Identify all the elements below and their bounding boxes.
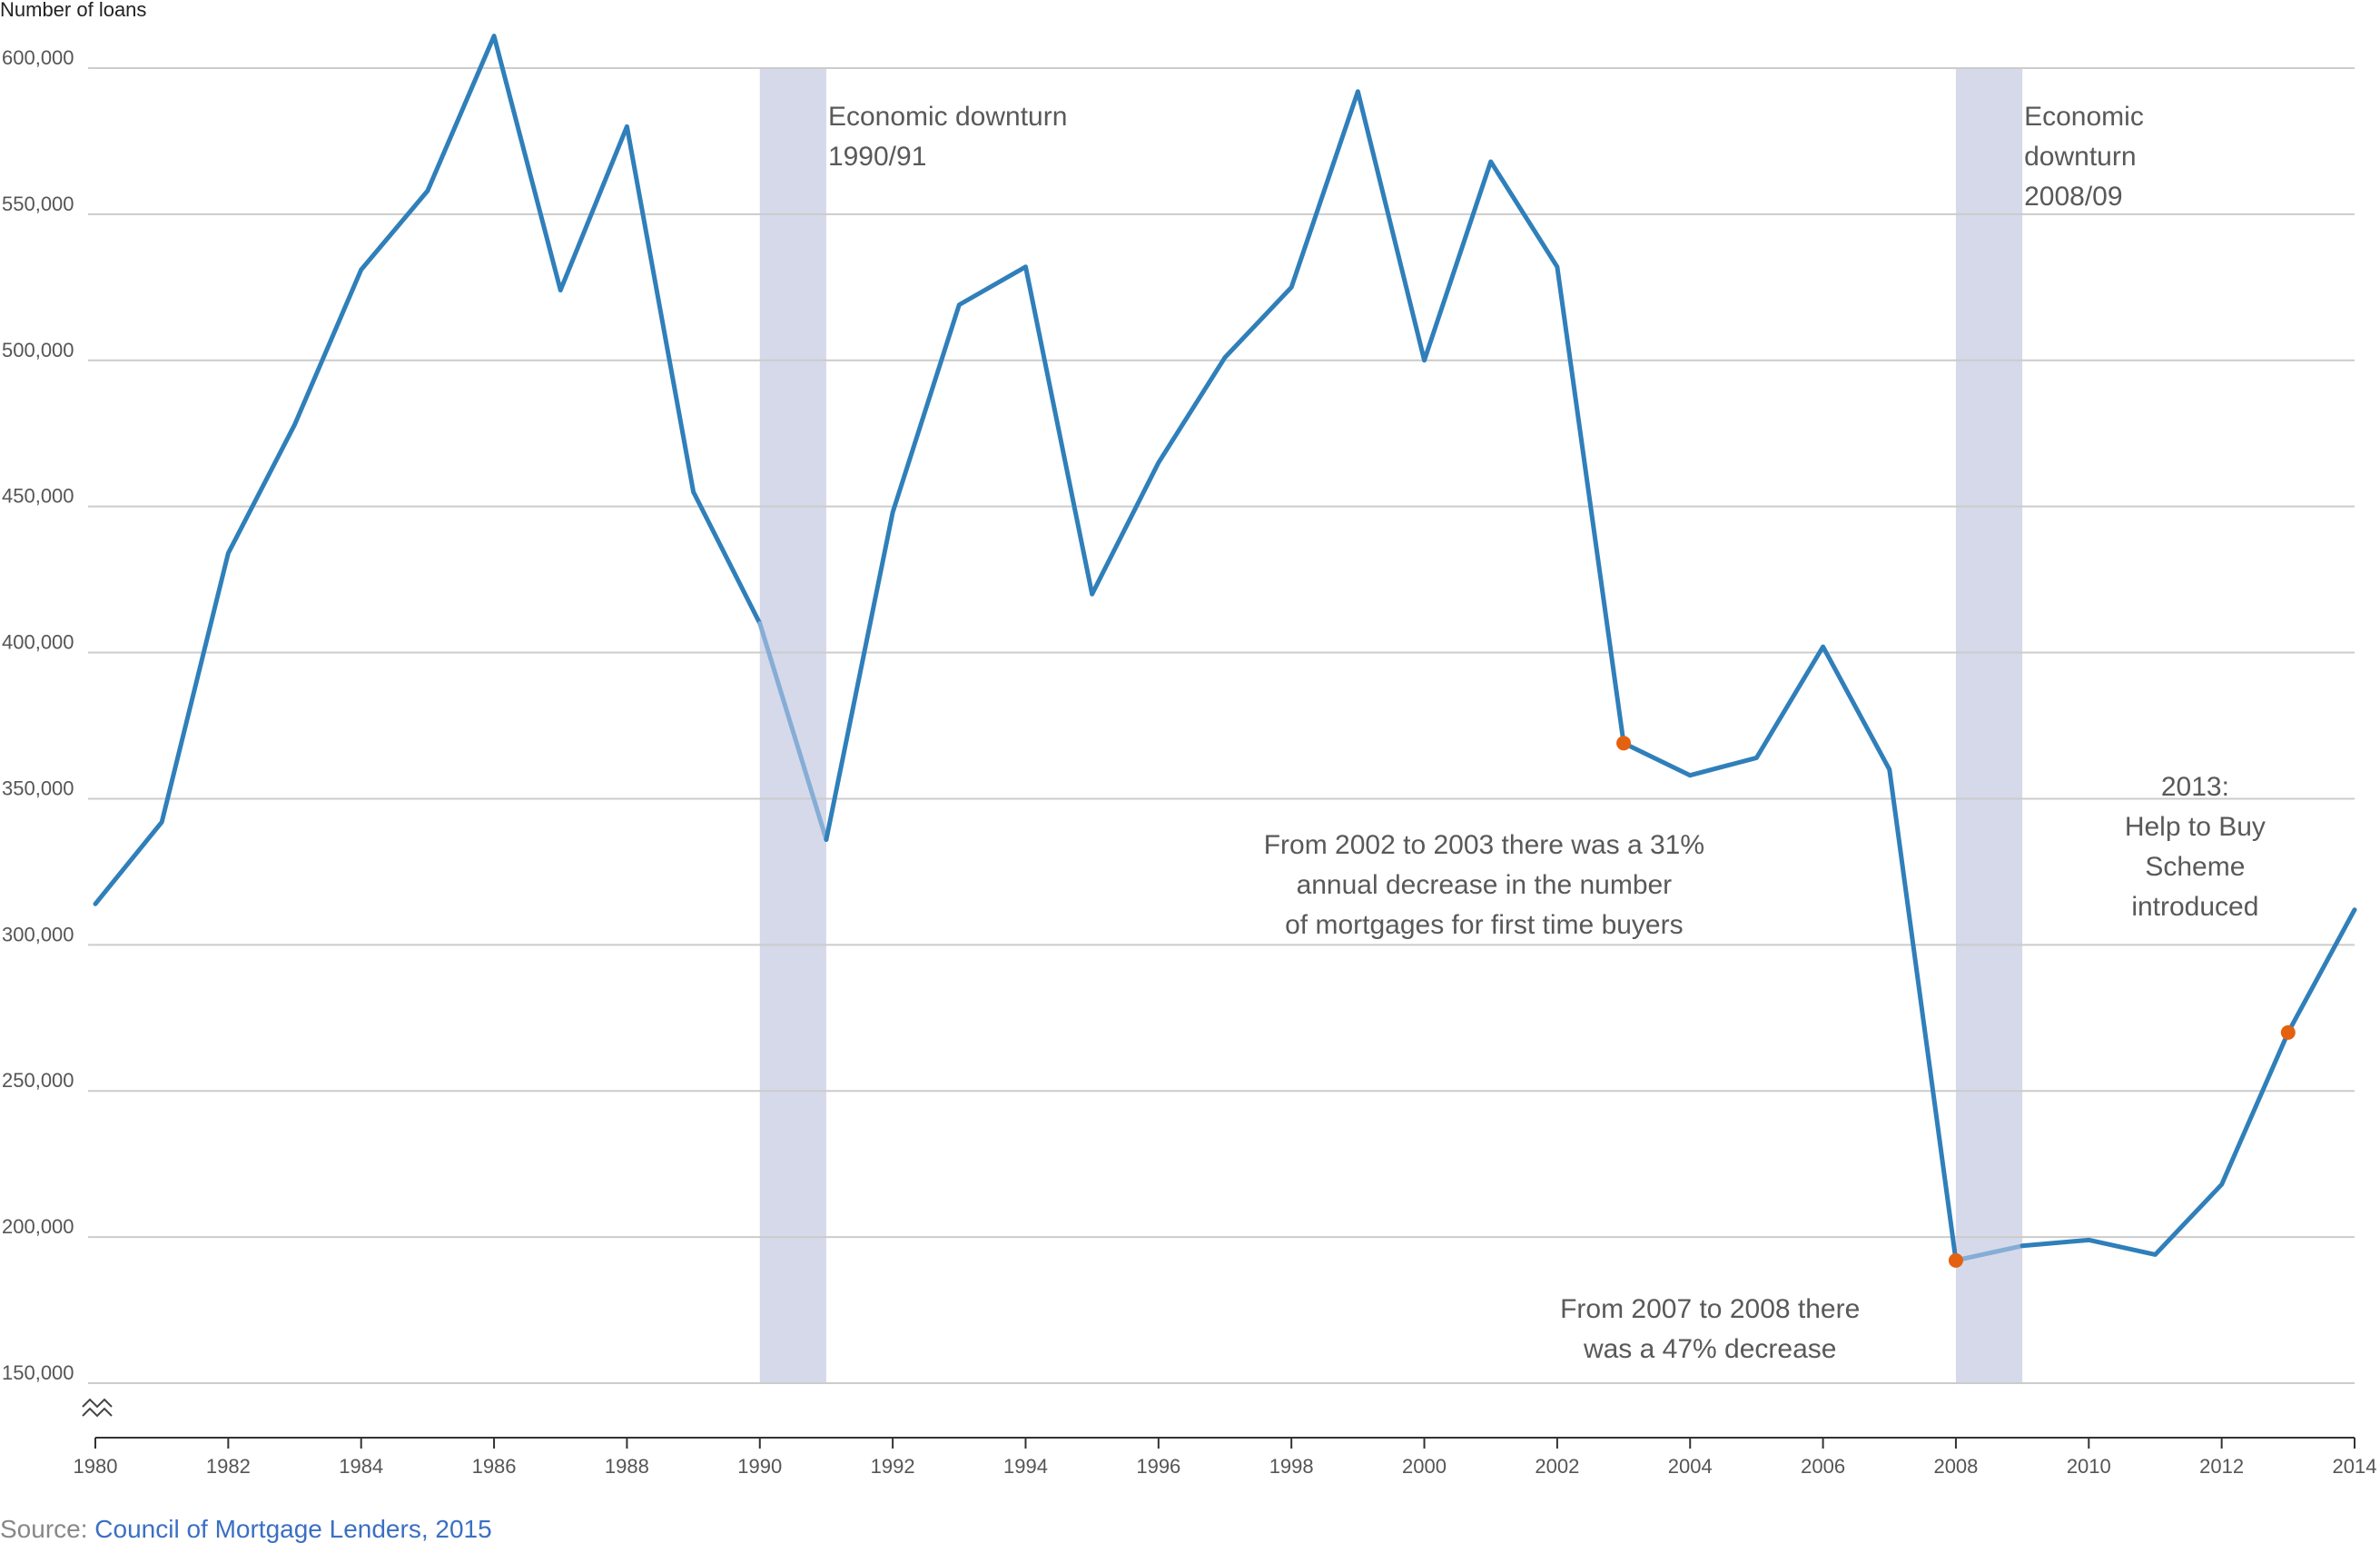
y-tick-label: 150,000 (2, 1361, 74, 1384)
source-prefix: Source: (0, 1515, 95, 1543)
y-tick-label: 450,000 (2, 485, 74, 508)
x-tick-label: 1996 (1136, 1455, 1180, 1478)
period-label: 1990/91 (828, 142, 926, 172)
period-label: Economic (2024, 102, 2144, 132)
y-tick-label: 600,000 (2, 46, 74, 69)
y-tick-label: 250,000 (2, 1069, 74, 1092)
annotation-text: introduced (2131, 892, 2258, 922)
x-tick-label: 1982 (206, 1455, 251, 1478)
annotation-text: Scheme (2145, 852, 2245, 882)
series-line (93, 34, 763, 906)
x-tick-label: 1988 (605, 1455, 649, 1478)
x-tick-label: 1992 (871, 1455, 915, 1478)
x-tick-label: 1984 (339, 1455, 383, 1478)
x-tick-label: 2012 (2199, 1455, 2244, 1478)
annotation-text: of mortgages for first time buyers (1285, 910, 1684, 940)
source-note: Source: Council of Mortgage Lenders, 201… (0, 1515, 492, 1544)
x-tick-label: 1980 (74, 1455, 118, 1478)
x-tick-label: 2000 (1402, 1455, 1447, 1478)
x-tick-label: 1998 (1269, 1455, 1314, 1478)
annotation-text: was a 47% decrease (1583, 1334, 1837, 1364)
annotation-text: Help to Buy (2125, 812, 2266, 842)
x-tick-label: 1986 (472, 1455, 517, 1478)
axis-break-icon (82, 1407, 113, 1418)
period-label: 2008/09 (2024, 182, 2122, 212)
shaded-period-1 (1955, 68, 2023, 1383)
highlight-point (1616, 736, 1632, 751)
x-tick-label: 2002 (1535, 1455, 1579, 1478)
x-tick-label: 1994 (1003, 1455, 1048, 1478)
axis-break-icon (82, 1398, 113, 1409)
highlight-point (2280, 1024, 2296, 1040)
annotation-text: annual decrease in the number (1297, 870, 1673, 900)
x-tick-label: 2008 (1933, 1455, 1978, 1478)
annotation-text: 2013: (2161, 772, 2229, 802)
y-tick-label: 550,000 (2, 193, 74, 215)
y-tick-label: 500,000 (2, 339, 74, 361)
series-line-faded (1953, 1243, 2025, 1263)
annotation-text: From 2002 to 2003 there was a 31% (1264, 830, 1704, 860)
period-label: Economic downturn (828, 102, 1067, 132)
source-link[interactable]: Council of Mortgage Lenders, 2015 (94, 1515, 492, 1543)
series-line (2020, 907, 2357, 1257)
x-tick-label: 1990 (737, 1455, 782, 1478)
y-axis-title: Number of loans (0, 0, 146, 21)
y-tick-label: 350,000 (2, 776, 74, 799)
x-tick-label: 2004 (1668, 1455, 1713, 1478)
y-tick-label: 400,000 (2, 631, 74, 654)
x-tick-label: 2014 (2333, 1455, 2377, 1478)
x-tick-label: 2006 (1801, 1455, 1845, 1478)
series-line-faded (757, 620, 829, 842)
series-line (824, 89, 1959, 1263)
period-label: downturn (2024, 142, 2136, 172)
y-tick-label: 200,000 (2, 1215, 74, 1238)
x-tick-label: 2010 (2067, 1455, 2111, 1478)
y-tick-label: 300,000 (2, 923, 74, 945)
highlight-point (1948, 1252, 1963, 1268)
annotation-text: From 2007 to 2008 there (1560, 1294, 1860, 1324)
